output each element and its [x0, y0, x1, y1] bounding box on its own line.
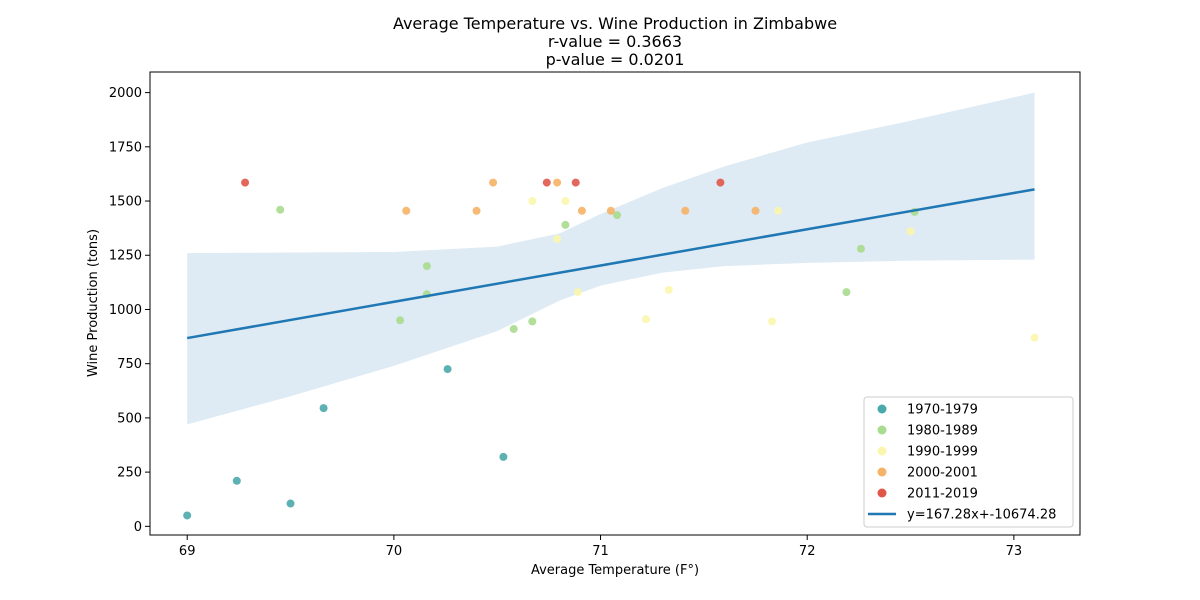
data-point-1990-1999-6 — [768, 317, 777, 326]
y-tick-label-8: 2000 — [109, 86, 142, 101]
legend-label-4: 2011-2019 — [907, 487, 978, 502]
y-axis-label: Wine Production (tons) — [86, 229, 101, 377]
data-point-1980-1989-4 — [509, 324, 518, 333]
legend-label-1: 1980-1989 — [907, 424, 978, 439]
chart-title-line-2: r-value = 0.3663 — [548, 32, 682, 51]
data-point-2011-2019-0 — [241, 178, 250, 187]
y-tick-label-1: 250 — [117, 466, 142, 481]
data-point-1970-1979-4 — [443, 365, 452, 374]
data-point-2000-2001-7 — [751, 206, 760, 215]
data-point-1990-1999-0 — [528, 197, 537, 206]
data-point-2000-2001-5 — [606, 206, 615, 215]
plot-frame — [149, 71, 1081, 536]
legend-marker-2 — [877, 446, 887, 456]
x-tick-label-2: 71 — [592, 544, 609, 559]
data-point-1970-1979-5 — [499, 452, 508, 461]
data-point-2011-2019-1 — [542, 178, 551, 187]
legend-marker-3 — [877, 467, 887, 477]
legend-label-3: 2000-2001 — [907, 466, 978, 481]
y-tick-label-2: 500 — [117, 411, 142, 426]
data-point-2000-2001-2 — [489, 178, 498, 187]
confidence-band — [187, 92, 1035, 425]
data-point-1980-1989-7 — [613, 211, 622, 220]
data-point-1970-1979-0 — [183, 511, 192, 520]
data-point-2000-2001-3 — [553, 178, 562, 187]
legend-label-2: 1990-1999 — [907, 445, 978, 460]
y-tick-label-5: 1250 — [109, 249, 142, 264]
legend-marker-1 — [877, 425, 887, 435]
y-tick-label-7: 1750 — [109, 140, 142, 155]
chart-title-line-1: Average Temperature vs. Wine Production … — [393, 14, 837, 33]
legend: 1970-1979 1980-1989 1990-1999 2000-2001 2011… — [863, 396, 1074, 528]
data-point-2011-2019-3 — [716, 178, 725, 187]
x-tick-label-1: 70 — [386, 544, 403, 559]
data-point-1990-1999-1 — [553, 234, 562, 243]
x-axis-ticks: 69 70 71 72 73 — [179, 535, 1022, 559]
x-tick-label-3: 72 — [799, 544, 816, 559]
data-point-1980-1989-9 — [856, 244, 865, 253]
data-points-layer — [183, 178, 1039, 520]
data-point-2000-2001-1 — [472, 206, 481, 215]
data-point-1970-1979-3 — [319, 404, 328, 413]
data-point-1990-1999-7 — [774, 206, 783, 215]
data-point-1990-1999-3 — [573, 288, 582, 297]
data-point-1990-1999-4 — [642, 315, 650, 324]
legend-marker-4 — [877, 488, 887, 498]
y-tick-label-4: 1000 — [109, 303, 142, 318]
y-tick-label-6: 1500 — [109, 195, 142, 210]
x-axis-label: Average Temperature (F°) — [531, 563, 699, 578]
legend-label-5: y=167.28x+-10674.28 — [907, 508, 1056, 523]
regression-line — [186, 188, 1035, 340]
x-tick-label-0: 69 — [179, 544, 196, 559]
data-point-1980-1989-8 — [842, 288, 851, 297]
y-axis-ticks: 0 250 500 750 1000 1250 1500 1750 2000 — [109, 86, 150, 535]
legend-marker-0 — [877, 404, 887, 414]
data-point-1980-1989-1 — [396, 316, 405, 325]
data-point-2000-2001-6 — [681, 206, 690, 215]
data-point-1970-1979-1 — [232, 476, 241, 485]
confidence-band-layer — [187, 92, 1035, 425]
data-point-1980-1989-0 — [276, 205, 285, 214]
data-point-1980-1989-2 — [422, 262, 431, 271]
data-point-1990-1999-5 — [664, 285, 673, 294]
x-tick-label-4: 73 — [1006, 544, 1023, 559]
data-point-1990-1999-2 — [561, 197, 570, 206]
regression-line-layer — [186, 188, 1035, 340]
chart-title-line-3: p-value = 0.0201 — [546, 50, 685, 69]
data-point-2000-2001-0 — [402, 206, 411, 215]
data-point-2011-2019-2 — [571, 178, 580, 187]
data-point-2000-2001-4 — [577, 206, 586, 215]
data-point-1990-1999-9 — [1030, 333, 1039, 342]
y-tick-label-0: 0 — [134, 520, 142, 535]
legend-box — [863, 396, 1074, 528]
data-point-1990-1999-8 — [906, 227, 915, 236]
y-tick-label-3: 750 — [117, 357, 142, 372]
legend-label-0: 1970-1979 — [907, 403, 978, 418]
data-point-1980-1989-6 — [561, 220, 570, 229]
data-point-1980-1989-5 — [528, 317, 537, 326]
data-point-1970-1979-2 — [286, 499, 295, 508]
